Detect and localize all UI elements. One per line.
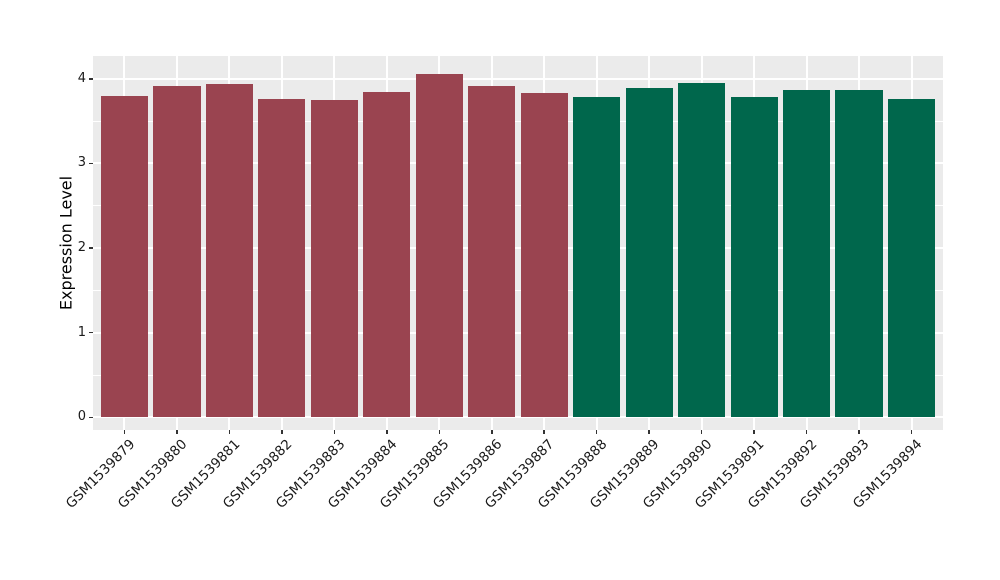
x-tick-mark (910, 430, 913, 434)
bar (835, 89, 883, 418)
x-tick-mark (805, 430, 808, 434)
y-tick-label: 3 (77, 155, 86, 171)
bar (678, 83, 726, 418)
x-tick-mark (648, 430, 650, 434)
gridline-major (93, 247, 943, 250)
gridline-minor (93, 374, 943, 376)
bar (730, 96, 778, 418)
gridline-minor (93, 120, 943, 122)
bar (468, 86, 516, 418)
x-tick-mark (176, 430, 178, 434)
bar (205, 83, 254, 418)
y-tick-mark (89, 162, 93, 165)
bar (520, 93, 568, 418)
y-tick-mark (89, 416, 93, 419)
bar (887, 99, 936, 418)
y-tick-label: 4 (77, 70, 86, 86)
x-tick-mark (595, 430, 598, 434)
gridline-major (93, 162, 943, 165)
x-tick-mark (333, 430, 336, 434)
x-tick-mark (281, 430, 283, 434)
bar (363, 91, 411, 418)
y-tick-mark (89, 247, 93, 249)
gridline-major (93, 331, 943, 334)
bar (100, 95, 149, 418)
bar (573, 96, 621, 418)
bar (153, 86, 201, 418)
y-tick-label: 1 (77, 324, 86, 340)
gridline-major (93, 77, 943, 80)
bar (782, 89, 831, 418)
x-tick-mark (543, 430, 545, 434)
x-tick-mark (438, 430, 441, 434)
bar (258, 99, 306, 418)
gridline-major (93, 416, 943, 419)
x-tick-mark (491, 430, 493, 434)
gridline-minor (93, 205, 943, 207)
bar (415, 73, 463, 418)
x-tick-mark (123, 430, 126, 434)
bar (310, 100, 358, 418)
y-tick-mark (89, 78, 93, 80)
x-tick-mark (386, 430, 388, 434)
y-tick-label: 0 (77, 409, 86, 425)
gridline-minor (93, 289, 943, 291)
y-tick-label: 2 (77, 240, 86, 256)
x-tick-mark (700, 430, 703, 434)
plot-panel (93, 56, 943, 430)
x-tick-mark (753, 430, 755, 434)
bar (625, 88, 673, 418)
x-tick-mark (228, 430, 231, 434)
x-tick-mark (858, 430, 860, 434)
y-tick-mark (89, 331, 93, 334)
